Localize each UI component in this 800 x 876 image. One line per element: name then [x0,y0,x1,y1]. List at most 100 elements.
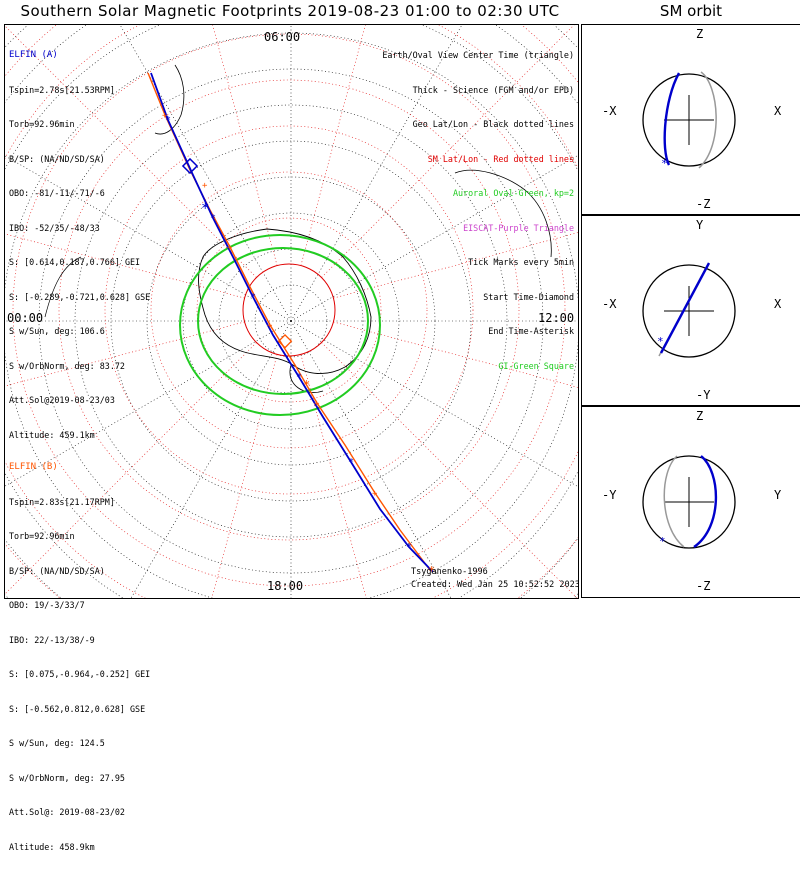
sm-lat-circle [12,33,566,587]
elfin-a-tick: * [296,372,302,383]
elfin-a-line: B/SP: (NA/ND/SD/SA) [9,153,105,164]
legend: Earth/Oval View Center Time (triangle) T… [382,27,574,395]
geo-lat-circle [74,104,508,538]
time-label-right: 12:00 [538,311,574,325]
legend-item: Earth/Oval View Center Time (triangle) [382,50,574,60]
elfin-a-line: Tspin=2.78s[21.53RPM] [9,84,115,95]
auroral-ovals [179,234,381,416]
elfin-b-tick: + [162,111,168,121]
elfin-a-marker: * [201,201,209,217]
elfin-a-orbit [663,72,681,166]
elfin-a-line: S w/OrbNorm, deg: 83.72 [9,360,125,371]
geo-lat-circle [182,212,400,430]
sm-lon-line [0,342,257,600]
sm-panel-xy: Y -Y -X X * [581,215,800,406]
elfin-b-tick: + [267,321,273,331]
elfin-a-name: ELFIN (A) [9,50,58,60]
axis-label-bottom: -Z [696,579,710,593]
legend-item: Geo Lat/Lon - Black dotted lines [412,119,574,129]
time-label-left: 00:00 [7,311,43,325]
elfin-a-info: ELFIN (A) Tspin=2.78s[21.53RPM] Torb=92.… [9,27,150,464]
elfin-b-name: ELFIN (B) [9,462,58,472]
geo-lat-circle [110,140,472,502]
elfin-a-line: Att.Sol@2019-08-23/03 [9,395,115,405]
oval-center-marker [277,334,293,349]
elfin-b-line: S w/OrbNorm, deg: 27.95 [9,772,125,783]
elfin-a-tick: * [250,292,256,303]
axis-label-right: X [774,297,782,311]
axis-label-top: Z [696,27,703,41]
sm-lon-line [205,0,278,266]
start-time-diamond [181,157,199,175]
elfin-b-line: S: [0.075,-0.964,-0.252] GEI [9,669,151,679]
polar-plot: ++++++********* 06:00 00:00 12:00 18:00 … [0,0,751,781]
sm-lat-circle [58,79,520,541]
sm-lon-line [300,0,373,266]
sm-panel-yz: Z -Z -Y Y * [581,406,800,598]
earth-circle [642,73,736,167]
axis-label-bottom: -Y [696,388,711,402]
elfin-a-line: S w/Sun, deg: 106.6 [9,326,105,336]
sm-lon-line [0,232,245,299]
elfin-b-line: Altitude: 458.9km [9,841,95,852]
sm-orbit-plot-xz: Z -Z -X X * [602,27,782,211]
sm-lon-line [169,354,278,755]
axis-label-left: -X [602,297,617,311]
sm-lon-line [333,321,734,430]
legend-item: EISCAT-Purple Triangle [463,222,574,233]
end-time-asterisk: * [428,564,435,578]
auroral-oval-outer [179,234,381,416]
created-label: Created: Wed Jan 25 10:52:52 2023 [411,580,578,590]
legend-item: Thick - Science (FGM and/or EPD) [412,84,574,95]
orbit-start-marker: * [661,157,668,170]
auroral-oval-inner [197,247,369,395]
axis-label-bottom: -Z [696,197,710,211]
elfin-b-line: IBO: 22/-13/38/-9 [9,634,95,645]
sm-lon-line [321,0,600,278]
time-label-bottom: 18:00 [267,579,303,593]
elfin-b-line: Tspin=2.83s[21.17RPM] [9,496,115,507]
elfin-b-line: OBO: 19/-3/33/7 [9,600,85,610]
elfin-b-line: S: [-0.562,0.812,0.628] GSE [9,703,146,714]
antarctica-coastline [44,64,552,393]
elfin-a-track [150,72,434,573]
legend-item: GI-Green Square [498,360,574,371]
sm-lon-line [300,354,409,755]
elfin-b-tick: + [202,181,208,191]
orbit-backside [698,71,717,169]
model-label: Tsyganenko-1996 [411,567,488,577]
sm-lat-circle [196,217,382,403]
elfin-a-line: S: [0.614,0.187,0.766] GEI [9,257,141,267]
elfin-a-line: Altitude: 459.1km [9,429,95,440]
elfin-b-line: Att.Sol@: 2019-08-23/02 [9,807,125,817]
elfin-b-tick: + [372,489,378,499]
polar-plot-panel: + + + + + + * * * * * * * * * 06:00 00:00 12:00 18:00 … [0,0,751,852]
orbit-backside [663,455,685,548]
elfin-b-tick: + [314,399,320,409]
chart-title: Southern Solar Magnetic Footprints 2019-… [20,2,560,20]
elfin-a-tick: * [406,542,412,553]
legend-item: End Time-Asterisk [488,326,574,336]
sm-lat-circle [104,125,474,495]
sm-panel-xz: Z -Z -X X * [581,24,800,215]
elfin-b-line: Torb=92.96min [9,531,75,541]
elfin-b-line: B/SP: (NA/ND/SD/SA) [9,565,105,576]
orbit-start-marker: * [659,535,666,548]
axis-label-top: Z [696,409,703,423]
elfin-a-line: IBO: -52/35/-48/33 [9,222,100,233]
axis-label-top: Y [696,218,704,232]
elfin-b-marker: * [303,378,310,392]
elfin-a-tick: * [165,115,171,126]
orbit-start-marker: * [657,335,664,348]
elfin-a-tick: * [348,457,354,468]
axis-label-right: X [774,104,782,118]
time-label-top: 06:00 [264,30,300,44]
axis-label-left: -X [602,104,617,118]
legend-item: Tick Marks every 5min [468,257,574,267]
sm-lat-circle [150,171,428,449]
sm-orbit-plot-yz: Z -Z -Y Y * [602,409,782,593]
elfin-a-line: S: [-0.289,-0.721,0.628] GSE [9,291,151,302]
sm-orbit-title: SM orbit [659,2,723,20]
legend-item: Auroral Oval-Green, kp=2 [452,188,574,198]
elfin-a-orbit [693,455,718,548]
